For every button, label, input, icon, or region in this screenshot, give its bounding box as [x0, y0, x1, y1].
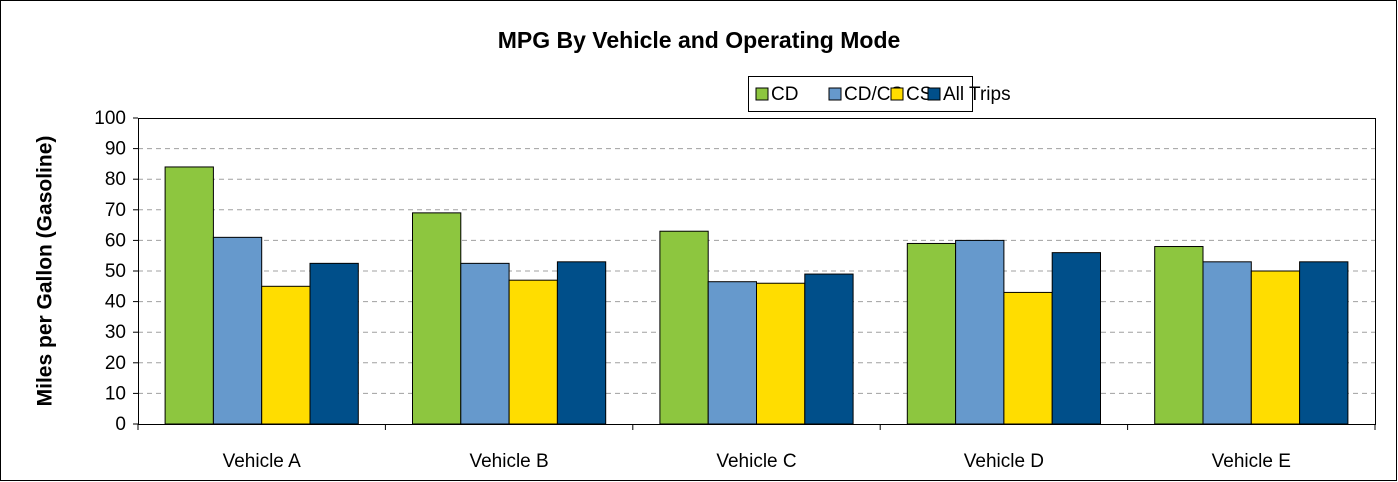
plot-border	[138, 118, 1376, 425]
bar	[707, 281, 758, 425]
y-tick-label: 80	[105, 169, 126, 190]
bar	[1051, 252, 1101, 425]
legend-swatch	[828, 87, 842, 101]
legend-label: CD	[771, 84, 798, 105]
y-tick-label: 10	[105, 383, 126, 404]
bar	[164, 166, 214, 425]
bar	[1003, 291, 1053, 425]
y-tick-label: 40	[105, 292, 126, 313]
bar	[261, 285, 311, 425]
y-tick-label: 90	[105, 139, 126, 160]
legend-label: All Trips	[943, 84, 1011, 105]
bar	[309, 262, 359, 425]
bar	[1154, 246, 1204, 425]
y-tick-label: 60	[105, 230, 126, 251]
bar	[804, 273, 854, 425]
bar	[212, 236, 263, 425]
legend-swatch	[890, 87, 904, 101]
bar	[906, 242, 957, 425]
bar	[412, 212, 462, 425]
y-tick-label: 20	[105, 353, 126, 374]
legend-label: CS	[906, 84, 932, 105]
x-tick-label: Vehicle C	[716, 451, 796, 472]
bar	[1299, 261, 1349, 425]
bar	[756, 282, 806, 425]
x-tick-label: Vehicle B	[469, 451, 548, 472]
legend-label: CD/CS	[844, 84, 903, 105]
bar	[508, 279, 558, 425]
y-tick-label: 0	[115, 414, 126, 435]
x-tick-label: Vehicle D	[964, 451, 1044, 472]
y-tick-label: 100	[94, 108, 126, 129]
bar	[556, 261, 607, 425]
x-tick-label: Vehicle A	[223, 451, 301, 472]
y-tick-label: 30	[105, 322, 126, 343]
bar	[1250, 270, 1301, 425]
y-tick-label: 50	[105, 261, 126, 282]
x-tick-label: Vehicle E	[1212, 451, 1291, 472]
bar	[955, 239, 1005, 425]
bar	[460, 262, 510, 425]
legend-swatch	[927, 87, 941, 101]
y-axis-label: Miles per Gallon (Gasoline)	[34, 136, 57, 407]
bar	[659, 230, 709, 425]
y-tick-label: 70	[105, 200, 126, 221]
bar	[1202, 261, 1252, 425]
legend-swatch	[755, 87, 769, 101]
chart-title: MPG By Vehicle and Operating Mode	[498, 27, 901, 53]
